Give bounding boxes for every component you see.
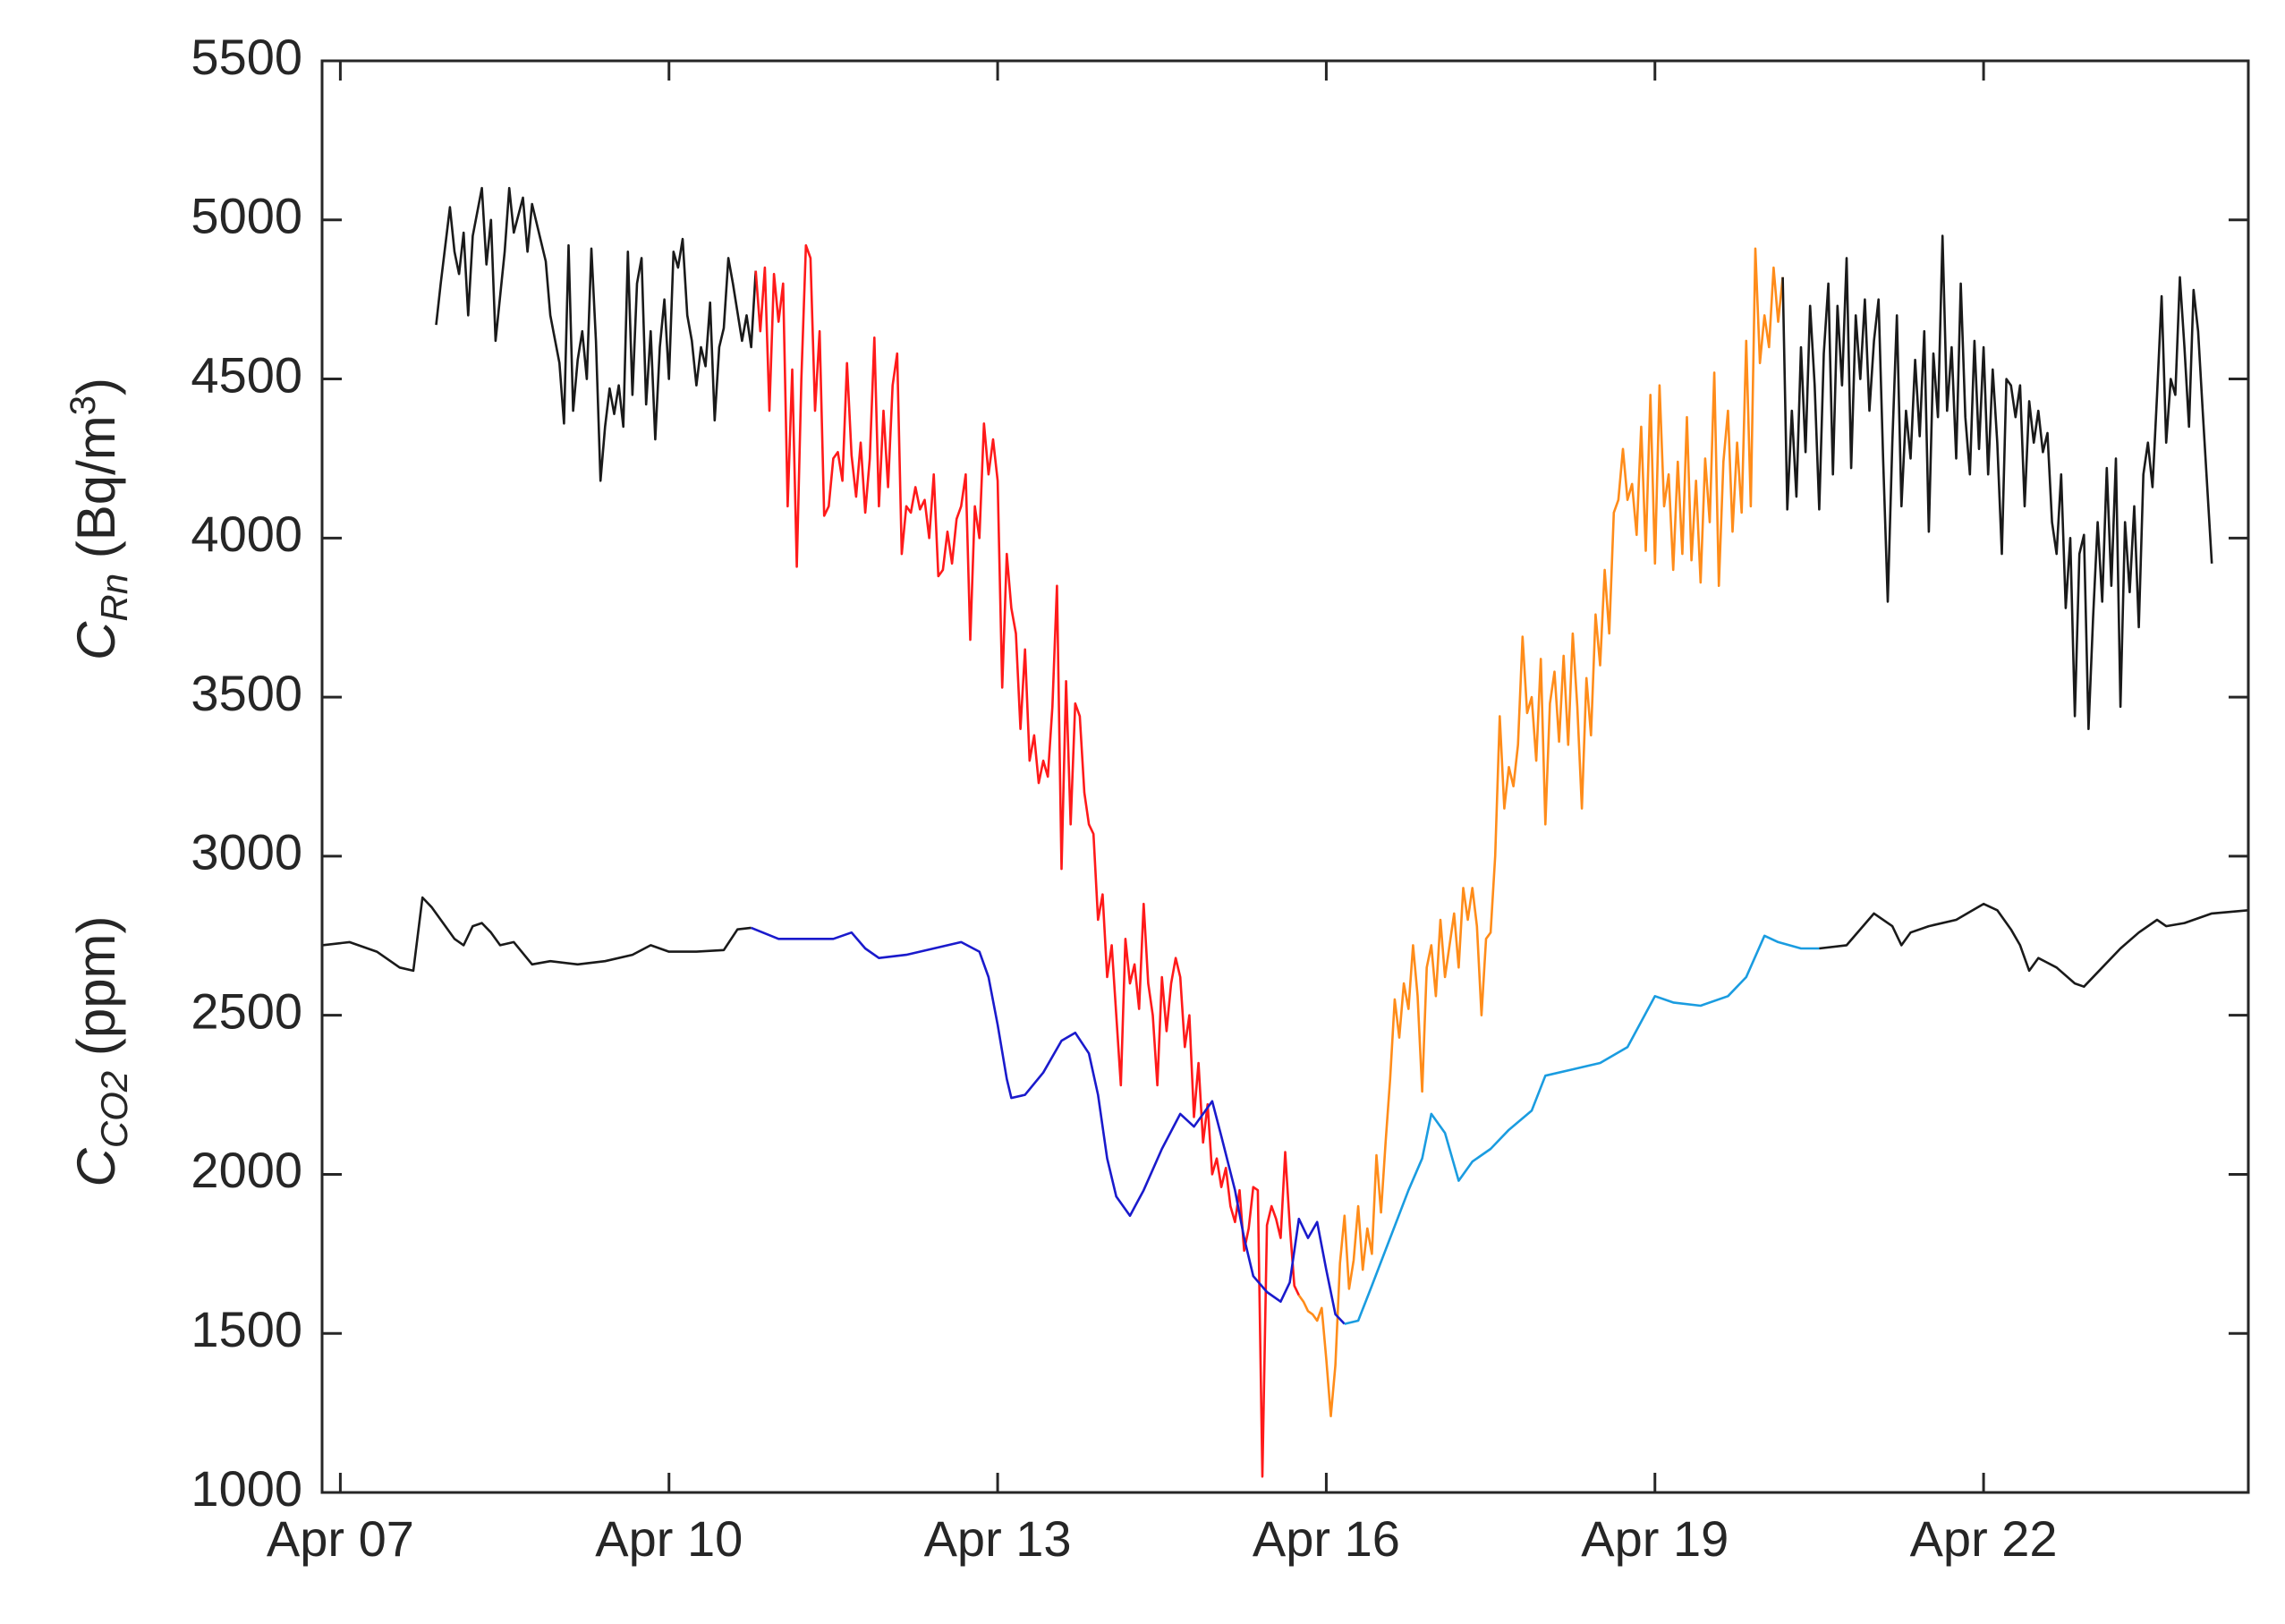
series-line-radon-orange-2: [1297, 247, 1784, 1417]
y-axis-label-upper: CRn (Bq/m3): [64, 378, 135, 660]
x-tick-label-3: Apr 16: [1253, 1510, 1400, 1567]
y-label-upper-unit: (Bq/m: [66, 415, 126, 574]
y-tick-label-3000: 3000: [191, 824, 302, 880]
y-tick-label-3500: 3500: [191, 665, 302, 721]
x-tick-label-1: Apr 10: [595, 1510, 743, 1567]
y-tick-label-1500: 1500: [191, 1301, 302, 1357]
y-tick-label-2000: 2000: [191, 1142, 302, 1198]
y-label-lower-subscript: CO2: [93, 1071, 135, 1148]
x-tick-label-2: Apr 13: [924, 1510, 1072, 1567]
y-label-lower-symbol: C: [66, 1148, 126, 1187]
x-tick-label-5: Apr 22: [1910, 1510, 2058, 1567]
series-line-co2-black-4: [321, 896, 752, 973]
x-tick-label-0: Apr 07: [267, 1510, 414, 1567]
y-tick-label-2500: 2500: [191, 982, 302, 1039]
y-label-upper-symbol: C: [66, 621, 126, 660]
y-axis: 1000 1500 2000 2500 3000 3500 4000 4500 5000 5500: [191, 29, 2248, 1517]
y-tick-label-5000: 5000: [191, 188, 302, 244]
series-line-radon-red-1: [754, 243, 1300, 1478]
y-label-lower-unit: (ppm): [66, 915, 126, 1070]
y-tick-label-4000: 4000: [191, 506, 302, 562]
y-tick-label-4500: 4500: [191, 346, 302, 403]
x-axis: Apr 07 Apr 10 Apr 13 Apr 16 Apr 19 Apr 22: [267, 61, 2058, 1567]
y-tick-label-1000: 1000: [191, 1460, 302, 1517]
y-label-upper-subscript: Rn: [93, 574, 135, 622]
series-line-radon-black-3: [1781, 234, 2213, 731]
y-label-upper-unit-close: ): [66, 378, 126, 395]
y-label-upper-unit-superscript: 3: [64, 395, 103, 415]
series-line-co2-dark_blue-5: [751, 926, 1346, 1325]
series-line-co2-black-7: [1819, 902, 2249, 988]
plot-area-frame: [320, 59, 2250, 1494]
y-axis-label-lower: CCO2 (ppm): [66, 915, 135, 1186]
series-layer: [321, 186, 2249, 1478]
series-line-co2-light_blue-6: [1344, 934, 1820, 1325]
x-tick-label-4: Apr 19: [1581, 1510, 1729, 1567]
series-line-radon-black-0: [435, 186, 757, 482]
y-tick-label-5500: 5500: [191, 29, 302, 85]
